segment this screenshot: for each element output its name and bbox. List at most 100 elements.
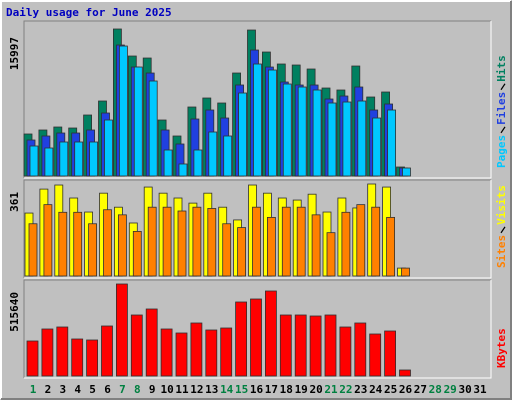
bar	[132, 231, 142, 277]
bar	[296, 206, 306, 277]
legend-label: Visits	[495, 185, 508, 225]
x-tick-label: 7	[119, 383, 126, 396]
legend-label: Files	[495, 92, 508, 125]
y-tick-label: 15997	[8, 37, 21, 70]
x-tick-label: 14	[220, 383, 234, 396]
bar	[193, 149, 203, 177]
bar	[237, 227, 247, 277]
bar	[101, 325, 113, 377]
bar	[402, 167, 411, 177]
bar	[145, 308, 158, 377]
bar	[312, 89, 322, 177]
bar	[58, 211, 68, 277]
bar	[190, 322, 203, 377]
bar	[297, 86, 307, 177]
bar	[41, 328, 54, 377]
bar	[104, 119, 113, 177]
x-tick-label: 10	[160, 383, 173, 396]
bar	[341, 211, 351, 277]
bar	[116, 283, 128, 377]
x-tick-label: 13	[205, 383, 218, 396]
x-tick-label: 19	[295, 383, 308, 396]
x-tick-label: 12	[190, 383, 203, 396]
x-tick-label: 3	[59, 383, 66, 396]
bar	[147, 206, 157, 277]
bar	[369, 333, 382, 377]
bar	[130, 314, 143, 377]
bar	[324, 314, 337, 377]
x-tick-label: 4	[74, 383, 81, 396]
x-tick-label: 18	[280, 383, 293, 396]
panel-light	[24, 180, 492, 279]
bar	[281, 206, 291, 277]
bar	[73, 211, 83, 277]
x-tick-label: 11	[175, 383, 189, 396]
x-tick-label: 27	[414, 383, 427, 396]
bar	[253, 63, 262, 177]
bar	[175, 332, 188, 377]
legend-label: Pages	[495, 135, 508, 168]
x-tick-label: 22	[339, 383, 352, 396]
bar	[177, 210, 187, 277]
x-tick-label: 23	[354, 383, 367, 396]
bar	[222, 223, 232, 277]
bar	[28, 223, 38, 277]
bar	[267, 69, 277, 177]
bar	[235, 301, 248, 377]
x-tick-label: 5	[89, 383, 96, 396]
bar	[208, 131, 218, 177]
legend-separator	[500, 226, 506, 234]
bar	[282, 83, 292, 177]
bar	[387, 109, 397, 177]
bar	[88, 223, 97, 277]
bar	[192, 206, 202, 277]
bar	[205, 329, 218, 377]
bar	[160, 328, 173, 377]
bar	[43, 204, 53, 277]
legend-separator	[500, 126, 506, 134]
bar	[399, 369, 411, 377]
x-tick-label: 9	[149, 383, 156, 396]
x-tick-label: 21	[324, 383, 338, 396]
bar	[266, 216, 276, 277]
legend-label: KBytes	[495, 328, 508, 368]
bar	[238, 92, 248, 177]
x-tick-label: 20	[309, 383, 322, 396]
bar	[356, 204, 366, 277]
bar	[250, 298, 262, 377]
bar	[294, 314, 307, 377]
x-tick-label: 6	[104, 383, 111, 396]
bar	[74, 141, 84, 177]
bar	[29, 145, 39, 177]
legend-separator	[500, 83, 506, 91]
bar	[326, 232, 336, 277]
x-tick-label: 29	[444, 383, 457, 396]
bar	[89, 141, 98, 177]
bar	[207, 208, 217, 277]
bar	[44, 147, 54, 177]
bar	[357, 100, 367, 177]
x-tick-label: 28	[429, 383, 442, 396]
bar	[86, 339, 98, 377]
x-tick-label: 26	[399, 383, 413, 396]
x-tick-label: 1	[30, 383, 37, 396]
bar	[59, 141, 69, 177]
panel-light	[24, 21, 492, 179]
x-tick-label: 30	[458, 383, 471, 396]
bar	[339, 326, 352, 377]
bar	[162, 206, 172, 277]
bar	[103, 209, 112, 277]
bar	[223, 135, 233, 177]
legend-label: Sites	[495, 235, 508, 268]
bar	[26, 340, 39, 377]
panel-shadow	[23, 20, 491, 178]
legend-label: Hits	[495, 55, 508, 82]
bar	[118, 214, 127, 277]
bar	[71, 338, 84, 377]
x-tick-label: 25	[384, 383, 397, 396]
chart-title: Daily usage for June 2025	[6, 6, 172, 19]
x-tick-label: 16	[250, 383, 264, 396]
bar	[327, 102, 337, 177]
